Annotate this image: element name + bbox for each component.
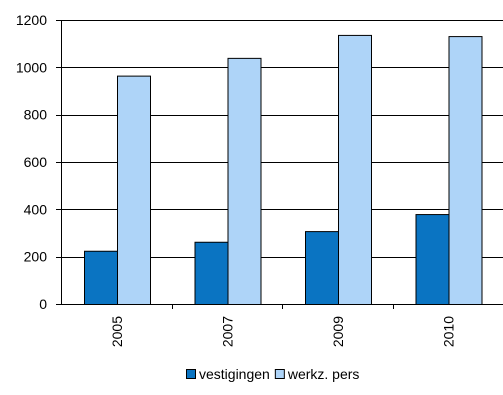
x-tick-label: 2005 (109, 316, 125, 347)
legend: vestigingen werkz. pers (186, 366, 360, 382)
y-tick-label: 400 (24, 201, 48, 217)
bar-vestigingen-2005 (84, 250, 118, 305)
x-tick-label: 2009 (330, 316, 346, 347)
bar-werkz-pers-2007 (227, 57, 262, 305)
y-tick-label: 600 (24, 154, 48, 170)
legend-swatch (186, 369, 196, 379)
legend-label: vestigingen (199, 366, 270, 382)
bar-werkz-pers-2010 (448, 36, 483, 306)
x-tick-label: 2007 (220, 316, 236, 347)
x-tick-labels: 2005 2007 2009 2010 (109, 304, 457, 347)
y-tick-label: 1000 (16, 59, 47, 75)
bar-werkz-pers-2005 (117, 75, 151, 305)
bar-vestigingen-2007 (194, 241, 229, 305)
bar-werkz-pers-2009 (338, 34, 372, 305)
bar-vestigingen-2010 (415, 214, 450, 305)
y-tick-label: 0 (39, 296, 47, 312)
bar-vestigingen-2009 (305, 231, 339, 306)
y-tick-label: 800 (24, 107, 48, 123)
legend-label: werkz. pers (287, 366, 360, 382)
x-tick-label: 2010 (441, 316, 457, 347)
bars (84, 34, 483, 306)
y-tick-labels: 0 200 400 600 800 1000 1200 (16, 12, 61, 312)
y-tick-label: 200 (24, 249, 48, 265)
y-tick-label: 1200 (16, 12, 47, 28)
legend-swatch (274, 369, 285, 379)
